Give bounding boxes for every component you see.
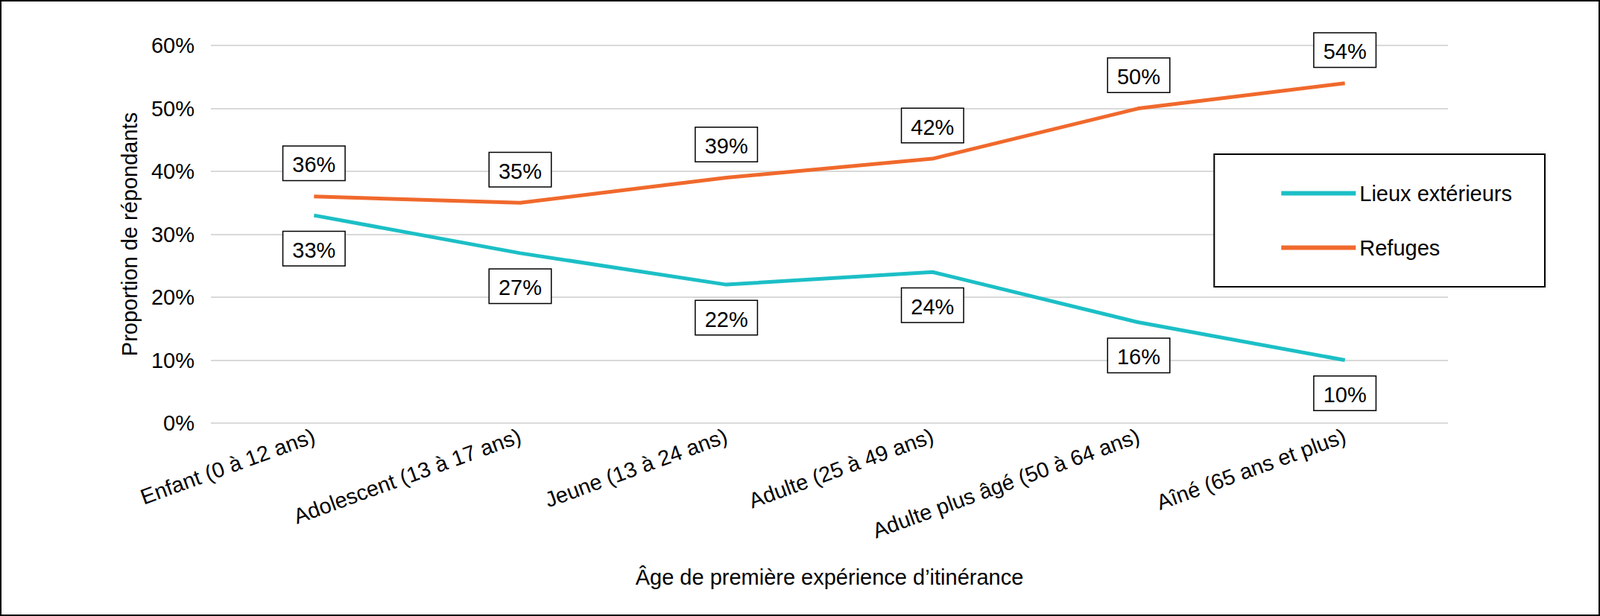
svg-text:0%: 0% [163, 411, 195, 436]
svg-text:Âge de première expérience d’i: Âge de première expérience d’itinérance [635, 565, 1024, 590]
svg-text:36%: 36% [292, 152, 336, 177]
svg-text:22%: 22% [704, 307, 749, 332]
svg-text:42%: 42% [910, 115, 954, 140]
svg-text:54%: 54% [1323, 39, 1367, 64]
svg-text:39%: 39% [704, 134, 749, 158]
svg-text:40%: 40% [151, 159, 195, 184]
svg-text:Aîné (65 ans et plus): Aîné (65 ans et plus) [1153, 424, 1349, 515]
svg-text:Jeune (13 à 24 ans): Jeune (13 à 24 ans) [541, 424, 731, 512]
svg-text:35%: 35% [498, 159, 542, 184]
svg-text:50%: 50% [1117, 64, 1161, 89]
svg-text:Lieux extérieurs: Lieux extérieurs [1359, 181, 1513, 206]
svg-text:16%: 16% [1117, 345, 1161, 369]
svg-text:Proportion de répondants: Proportion de répondants [117, 112, 142, 357]
svg-text:10%: 10% [1323, 383, 1367, 407]
svg-text:10%: 10% [151, 348, 195, 373]
svg-text:27%: 27% [498, 275, 542, 300]
svg-text:50%: 50% [151, 96, 195, 121]
svg-text:20%: 20% [151, 285, 195, 310]
svg-text:Adulte plus âgé (50 à 64 ans): Adulte plus âgé (50 à 64 ans) [868, 424, 1143, 544]
svg-text:Adulte (25 à 49 ans): Adulte (25 à 49 ans) [745, 424, 937, 513]
svg-text:60%: 60% [151, 33, 195, 58]
svg-text:Refuges: Refuges [1359, 236, 1440, 261]
svg-text:24%: 24% [910, 295, 954, 319]
svg-text:30%: 30% [151, 222, 195, 247]
svg-text:Enfant (0 à 12 ans): Enfant (0 à 12 ans) [137, 424, 319, 509]
svg-text:Adolescent (13 à 17 ans): Adolescent (13 à 17 ans) [290, 424, 525, 529]
svg-text:33%: 33% [292, 238, 336, 263]
